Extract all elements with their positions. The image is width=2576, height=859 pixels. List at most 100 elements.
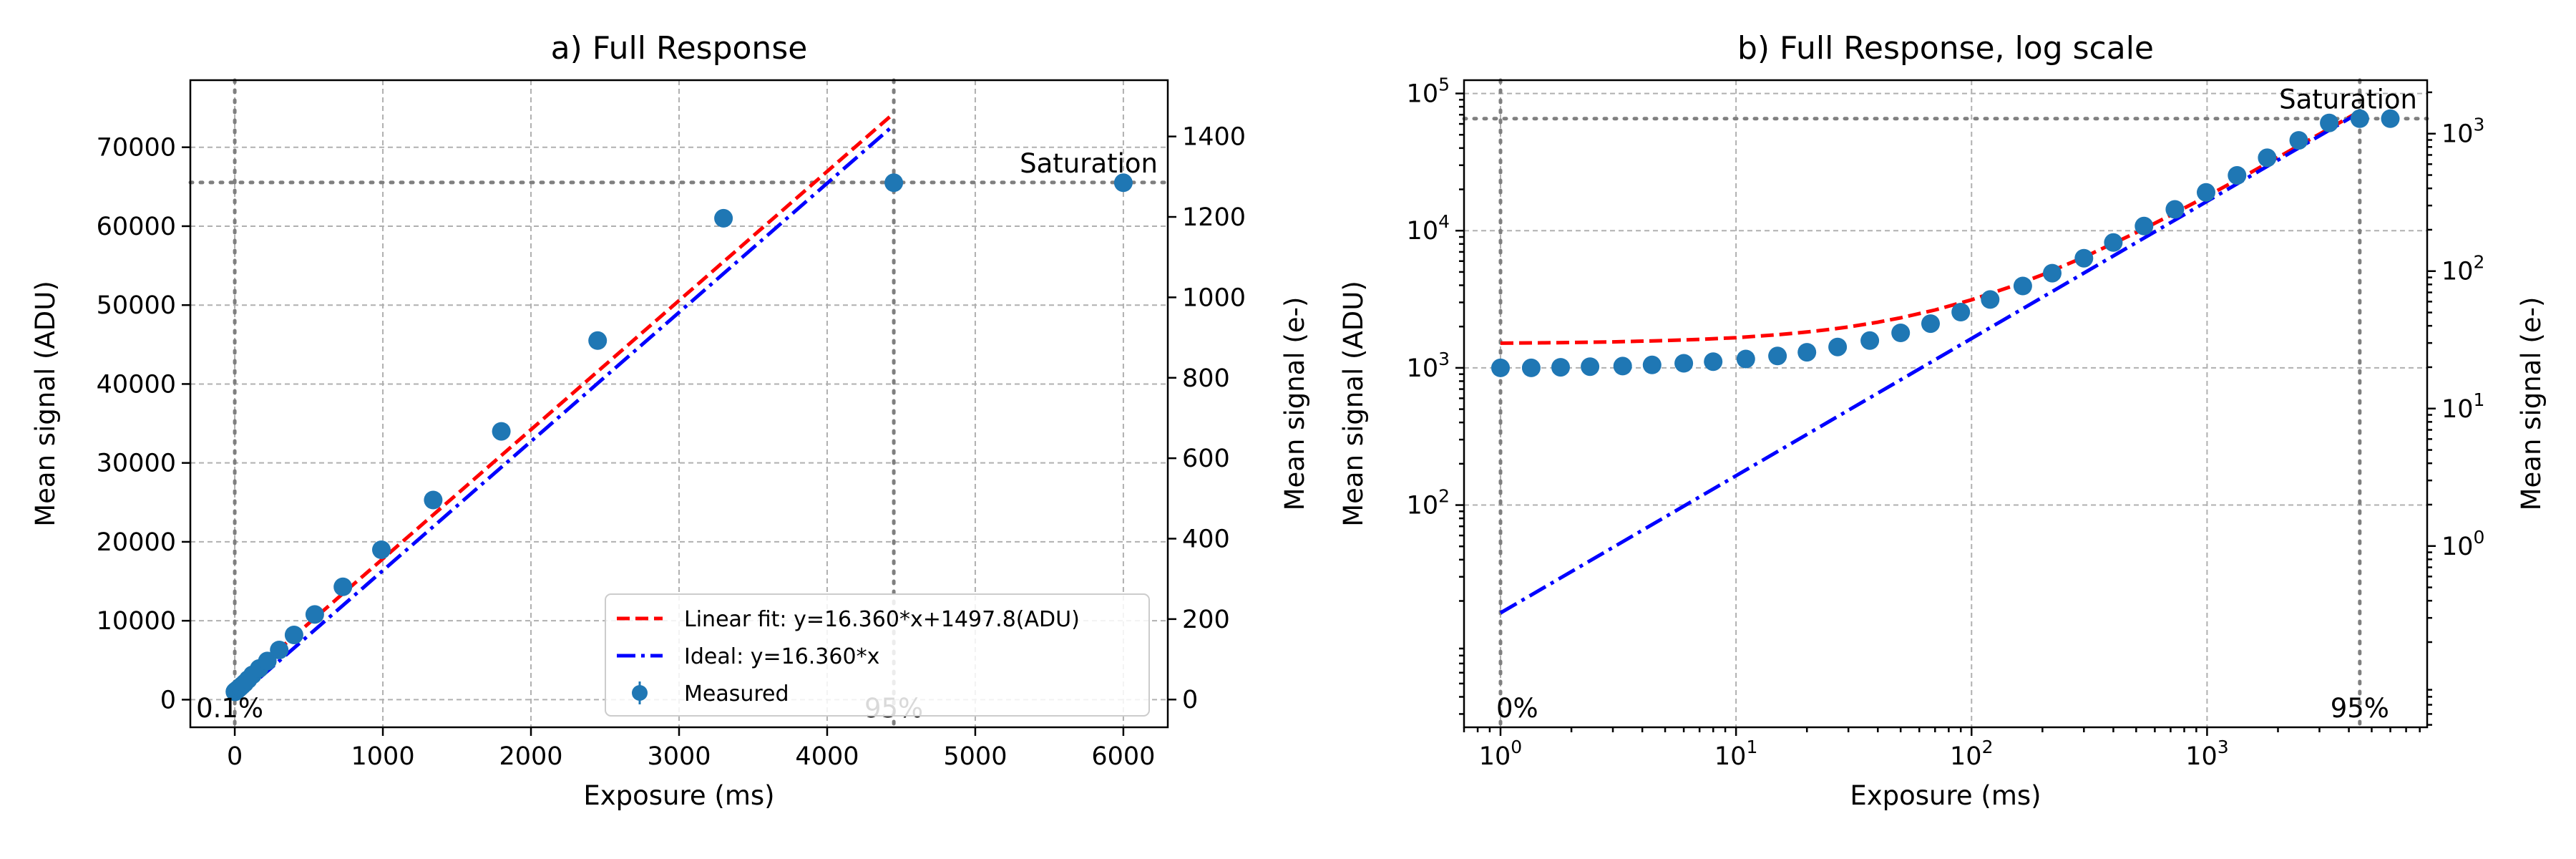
measured-point bbox=[270, 641, 289, 659]
x-axis-label: Exposure (ms) bbox=[583, 780, 774, 811]
y-tick-label: 40000 bbox=[97, 370, 176, 399]
y-tick-label-exponent: 2 bbox=[1438, 486, 1450, 507]
measured-point bbox=[2043, 263, 2062, 283]
measured-point bbox=[2289, 131, 2308, 150]
x-tick-label: 2000 bbox=[499, 742, 562, 771]
x-tick-label: 1000 bbox=[351, 742, 415, 771]
measured-point bbox=[258, 651, 277, 671]
measured-point bbox=[1113, 173, 1133, 193]
x-tick-label: 101 bbox=[1714, 737, 1757, 771]
measured-point bbox=[2228, 166, 2247, 185]
y2-tick-label: 600 bbox=[1182, 445, 1230, 473]
legend-entry-label: Ideal: y=16.360*x bbox=[684, 644, 879, 669]
measured-point bbox=[1736, 349, 1755, 369]
legend: Linear fit: y=16.360*x+1497.8(ADU) Ideal:… bbox=[605, 593, 1150, 717]
measured-point bbox=[1642, 355, 1662, 374]
measured-point bbox=[305, 605, 324, 624]
x-tick-label-exponent: 1 bbox=[1746, 737, 1757, 757]
measured-point bbox=[1951, 303, 1971, 321]
measured-point bbox=[1921, 314, 1940, 334]
start-percent-label: 0% bbox=[1496, 693, 1538, 724]
x-tick-label: 3000 bbox=[647, 742, 711, 771]
ideal-line bbox=[233, 123, 895, 702]
measured-point bbox=[2320, 113, 2339, 132]
percent-95-label: 95% bbox=[2331, 693, 2389, 724]
measured-point bbox=[424, 490, 443, 510]
measured-point bbox=[2074, 248, 2094, 268]
measured-point bbox=[1581, 357, 1600, 377]
y-tick-label-base: 10 bbox=[1407, 354, 1439, 383]
legend-measured-swatch bbox=[632, 685, 648, 701]
x-tick-label-base: 10 bbox=[2185, 742, 2218, 771]
measured-point bbox=[1491, 358, 1510, 377]
x-tick-label-base: 10 bbox=[1479, 742, 1511, 771]
x-tick-label: 0 bbox=[227, 742, 243, 771]
y2-tick-label-exponent: 2 bbox=[2474, 252, 2485, 273]
y-tick-label: 20000 bbox=[97, 528, 176, 557]
measured-point bbox=[2258, 148, 2277, 168]
y2-tick-label: 103 bbox=[2441, 115, 2484, 149]
legend-entry-label: Linear fit: y=16.360*x+1497.8(ADU) bbox=[684, 607, 1080, 632]
measured-point bbox=[2135, 216, 2154, 236]
legend-entry-label: Measured bbox=[684, 681, 789, 707]
y-tick-label-base: 10 bbox=[1407, 492, 1439, 520]
legend-box bbox=[605, 593, 1150, 717]
x-tick-label: 5000 bbox=[943, 742, 1007, 771]
plot-data bbox=[233, 112, 895, 702]
measured-point bbox=[1674, 354, 1694, 373]
y-tick-label: 102 bbox=[1407, 486, 1450, 520]
measured-point bbox=[1828, 337, 1848, 356]
x-tick-label: 6000 bbox=[1091, 742, 1155, 771]
y-axis-label: Mean signal (ADU) bbox=[1338, 281, 1369, 527]
measured-point bbox=[333, 577, 353, 596]
measured-point bbox=[2013, 276, 2032, 296]
measured-point bbox=[1860, 331, 1880, 350]
measured-point bbox=[1551, 358, 1570, 377]
measured-point bbox=[884, 173, 904, 193]
measured-point bbox=[1981, 290, 2000, 309]
measured-point bbox=[714, 208, 733, 228]
saturation-label: Saturation bbox=[1020, 148, 1158, 179]
y-tick-label-base: 10 bbox=[1407, 217, 1439, 246]
x-tick-label: 4000 bbox=[795, 742, 859, 771]
x-tick-label-exponent: 3 bbox=[2218, 737, 2229, 757]
measured-point bbox=[2165, 200, 2185, 219]
y2-axis-label: Mean signal (e-) bbox=[2516, 297, 2547, 511]
x-tick-label: 102 bbox=[1950, 737, 1993, 771]
y2-tick-label-base: 10 bbox=[2441, 258, 2474, 286]
y-tick-label: 105 bbox=[1407, 74, 1450, 109]
chart-title: b) Full Response, log scale bbox=[1737, 30, 2154, 67]
measured-point bbox=[492, 422, 511, 441]
x-tick-label: 100 bbox=[1479, 737, 1522, 771]
measured-point bbox=[1891, 324, 1911, 342]
y-axis-label: Mean signal (ADU) bbox=[30, 281, 61, 527]
y-tick-label-exponent: 4 bbox=[1438, 211, 1450, 232]
y2-tick-label: 102 bbox=[2441, 252, 2484, 286]
y-tick-label-exponent: 3 bbox=[1438, 349, 1450, 369]
x-tick-label-base: 10 bbox=[1950, 742, 1982, 771]
chart-title: a) Full Response bbox=[551, 30, 808, 67]
measured-point bbox=[2381, 109, 2400, 128]
y-tick-label-base: 10 bbox=[1407, 80, 1439, 109]
y2-tick-label: 400 bbox=[1182, 525, 1230, 553]
y2-tick-label-exponent: 3 bbox=[2474, 115, 2485, 135]
measured-point bbox=[2104, 233, 2123, 252]
y2-tick-label: 100 bbox=[2441, 527, 2484, 561]
x-tick-label: 103 bbox=[2185, 737, 2228, 771]
linear-fit-line bbox=[233, 112, 895, 689]
y-tick-label-exponent: 5 bbox=[1438, 74, 1450, 95]
y-tick-label: 60000 bbox=[97, 213, 176, 241]
measured-point bbox=[284, 626, 303, 644]
y2-tick-label-exponent: 0 bbox=[2474, 527, 2485, 548]
measured-point bbox=[2197, 183, 2215, 202]
y-tick-label: 50000 bbox=[97, 291, 176, 320]
measured-point bbox=[1768, 346, 1787, 366]
y2-tick-label-base: 10 bbox=[2441, 120, 2474, 149]
chart-panel-a: 0 1000 2000 3000 4000 5000 6000010000200003000… bbox=[30, 30, 1310, 811]
x-tick-label-exponent: 2 bbox=[1982, 737, 1994, 757]
plot-frame bbox=[1463, 79, 2429, 729]
y-tick-label: 104 bbox=[1407, 211, 1450, 246]
